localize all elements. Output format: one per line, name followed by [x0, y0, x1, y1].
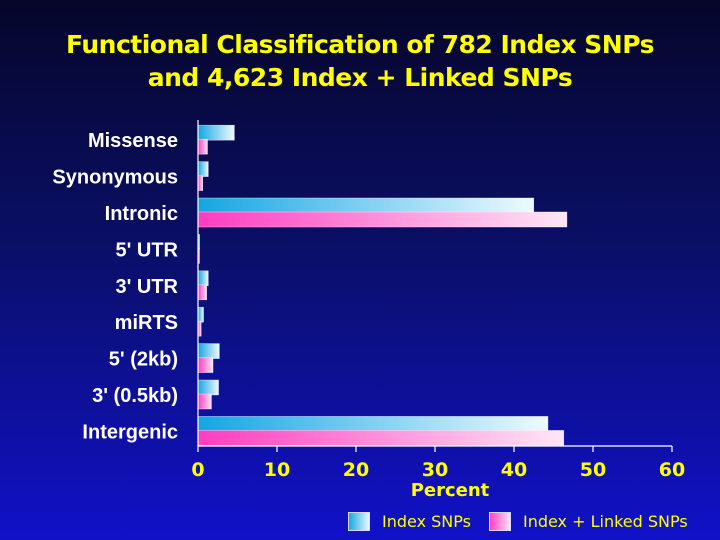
legend-entry-linked: Index + Linked SNPs [488, 511, 688, 531]
bar-index-linked-snps [197, 138, 208, 155]
legend-label-linked: Index + Linked SNPs [522, 511, 688, 531]
bar-index-snps [197, 124, 235, 141]
bar-index-linked-snps [197, 393, 212, 410]
bar-index-linked-snps [197, 284, 207, 301]
legend-label-index: Index SNPs [382, 511, 471, 531]
bar-index-linked-snps [197, 175, 204, 191]
bar-index-snps [197, 416, 549, 432]
x-tick-label: 50 [580, 459, 606, 481]
bar-index-snps [197, 197, 535, 214]
chart-title-line-2: and 4,623 Index + Linked SNPs [147, 63, 573, 92]
x-tick-label: 10 [264, 459, 290, 481]
category-label: 3' UTR [115, 276, 178, 298]
legend-swatch-index [348, 511, 370, 531]
x-tick-label: 40 [501, 459, 527, 481]
bar-index-linked-snps [197, 211, 568, 228]
category-label: miRTS [115, 312, 178, 334]
bar-index-snps [197, 161, 209, 177]
category-label: 5' UTR [115, 239, 178, 261]
bar-index-snps [197, 343, 220, 359]
category-label: Intronic [105, 203, 178, 225]
bar-index-snps [197, 379, 219, 396]
legend: Index SNPs Index + Linked SNPs [348, 510, 688, 532]
category-label: 3' (0.5kb) [92, 385, 178, 407]
legend-entry-index: Index SNPs [348, 511, 471, 531]
bar-index-linked-snps [197, 357, 214, 373]
chart-title: Functional Classification of 782 Index S… [0, 28, 720, 94]
legend-swatch-linked [488, 511, 511, 531]
x-tick-label: 20 [343, 459, 369, 481]
category-label: Intergenic [82, 421, 178, 443]
x-tick-label: 30 [422, 459, 448, 481]
category-label: Synonymous [52, 167, 178, 189]
x-tick-label: 60 [659, 459, 685, 481]
x-axis-title: Percent [411, 480, 490, 501]
category-label: 5' (2kb) [109, 349, 178, 371]
category-label: Missense [88, 130, 178, 152]
chart-title-line-1: Functional Classification of 782 Index S… [66, 30, 654, 59]
x-tick-label: 0 [191, 459, 204, 481]
bar-index-snps [197, 270, 209, 287]
bar-index-linked-snps [197, 430, 565, 446]
bar-index-snps [197, 306, 204, 323]
